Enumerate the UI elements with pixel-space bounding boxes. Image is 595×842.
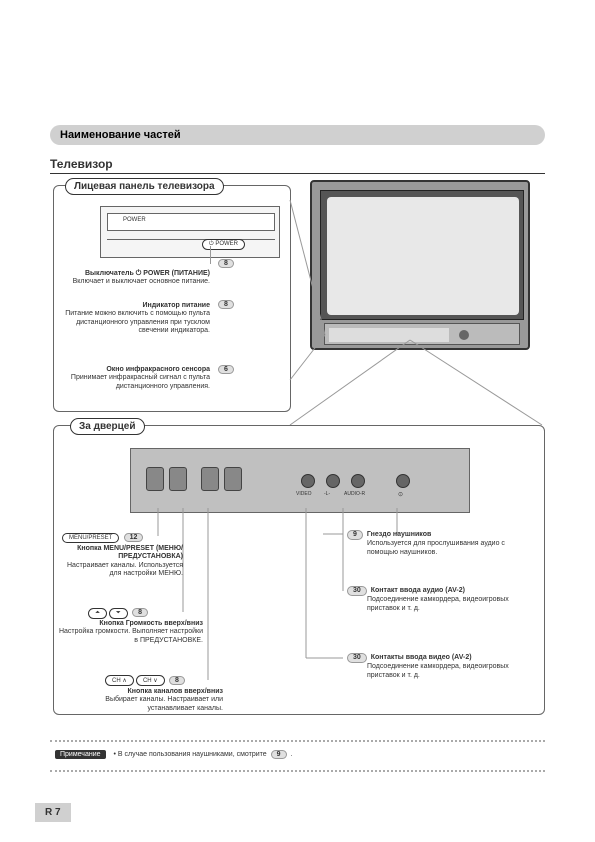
ch-btn-row: CH ∧ CH ∨ 8 — [105, 675, 187, 686]
callout-audio-in: 30 Контакт ввода аудио (AV-2) Подсоедине… — [345, 586, 535, 613]
note-bullet: • — [113, 751, 115, 758]
detail-lower: ⏻ POWER — [107, 239, 275, 253]
callout-indicator-text: Питание можно включить с помощью пульта … — [60, 310, 210, 335]
badge-video-in: 30 — [347, 653, 367, 663]
menu-preset-btn: MENU/PRESET — [62, 533, 119, 543]
badge-audio-in: 30 — [347, 586, 367, 596]
badge-volume: 8 — [132, 608, 148, 617]
callout-power: Выключатель ⏻ POWER (ПИТАНИЕ) Включает и… — [60, 270, 210, 287]
callout-power-title: Выключатель ⏻ POWER (ПИТАНИЕ) — [60, 270, 210, 278]
leader — [210, 246, 211, 264]
power-button-label: ⏻ POWER — [202, 239, 245, 250]
callout-ir: Окно инфракрасного сенсора Принимает инф… — [53, 366, 210, 391]
callout-audio-in-title: Контакт ввода аудио (AV-2) — [371, 587, 465, 594]
callout-ir-text: Принимает инфракрасный сигнал с пульта д… — [53, 374, 210, 391]
callout-video-in-title: Контакты ввода видео (AV-2) — [371, 654, 472, 661]
badge-indicator: 8 — [218, 300, 234, 309]
callout-audio-in-text: Подсоединение камкордера, видеоигровых п… — [367, 596, 535, 613]
detail-upper-bar: POWER — [107, 213, 275, 231]
header-text: Наименование частей — [60, 129, 181, 141]
callout-headphones: 9 Гнездо наушников Используется для прос… — [345, 530, 525, 557]
callout-menu-text: Настраивает каналы. Используется для нас… — [58, 562, 183, 579]
front-panel-label: Лицевая панель телевизора — [65, 178, 224, 195]
note-text: В случае пользования наушниками, смотрит… — [118, 751, 267, 758]
page-number: R 7 — [35, 803, 71, 822]
callout-headphones-title: Гнездо наушников — [367, 531, 431, 538]
note-suffix: . — [290, 751, 292, 758]
callout-headphones-text: Используется для прослушивания аудио с п… — [367, 540, 525, 557]
note-label: Примечание — [55, 750, 106, 759]
tv-screen-frame — [320, 190, 524, 320]
callout-menu: Кнопка MENU/PRESET (МЕНЮ/ПРЕДУСТАНОВКА) … — [58, 545, 183, 579]
tv-screen — [327, 197, 519, 315]
front-panel-detail: POWER ⏻ POWER — [100, 206, 280, 258]
tv-bottom-panel — [324, 323, 520, 345]
callout-video-in-text: Подсоединение камкордера, видеоигровых п… — [367, 663, 535, 680]
section-title: Телевизор — [50, 157, 545, 174]
rear-panel-label: За дверцей — [70, 418, 145, 435]
callout-volume-text: Настройка громкости. Выполняет настройки… — [58, 628, 203, 645]
ch-up-btn: CH ∧ — [105, 675, 134, 686]
callout-volume: Кнопка Громкость вверх/вниз Настройка гр… — [58, 620, 203, 645]
callout-menu-title: Кнопка MENU/PRESET (МЕНЮ/ПРЕДУСТАНОВКА) — [58, 545, 183, 562]
callout-indicator: Индикатор питание Питание можно включить… — [60, 302, 210, 336]
dotted-divider-bottom — [50, 770, 545, 772]
note-ref: 9 — [271, 750, 287, 759]
badge-headphones: 9 — [347, 530, 363, 540]
vol-btn-row: ⏶ ⏷ 8 — [88, 607, 150, 619]
badge-menu: 12 — [124, 533, 144, 542]
callout-power-text: Включает и выключает основное питание. — [60, 278, 210, 286]
badge-ir: 6 — [218, 365, 234, 374]
ch-down-btn: CH ∨ — [136, 675, 165, 686]
callout-video-in: 30 Контакты ввода видео (AV-2) Подсоедин… — [345, 653, 535, 680]
note-row: Примечание • В случае пользования наушни… — [55, 750, 535, 759]
menu-btn-row: MENU/PRESET 12 — [62, 532, 145, 543]
header-bar: Наименование частей — [50, 125, 545, 145]
badge-power: 8 — [218, 259, 234, 268]
callout-channel: Кнопка каналов вверх/вниз Выбирает канал… — [58, 688, 223, 713]
callout-indicator-title: Индикатор питание — [60, 302, 210, 310]
dotted-divider-top — [50, 740, 545, 742]
tv-indicator — [459, 330, 469, 340]
vol-down-btn: ⏷ — [109, 608, 128, 619]
power-label: POWER — [123, 217, 146, 223]
callout-channel-text: Выбирает каналы. Настраивает или устанав… — [58, 696, 223, 713]
badge-channel: 8 — [169, 676, 185, 685]
vol-up-btn: ⏶ — [88, 608, 107, 619]
